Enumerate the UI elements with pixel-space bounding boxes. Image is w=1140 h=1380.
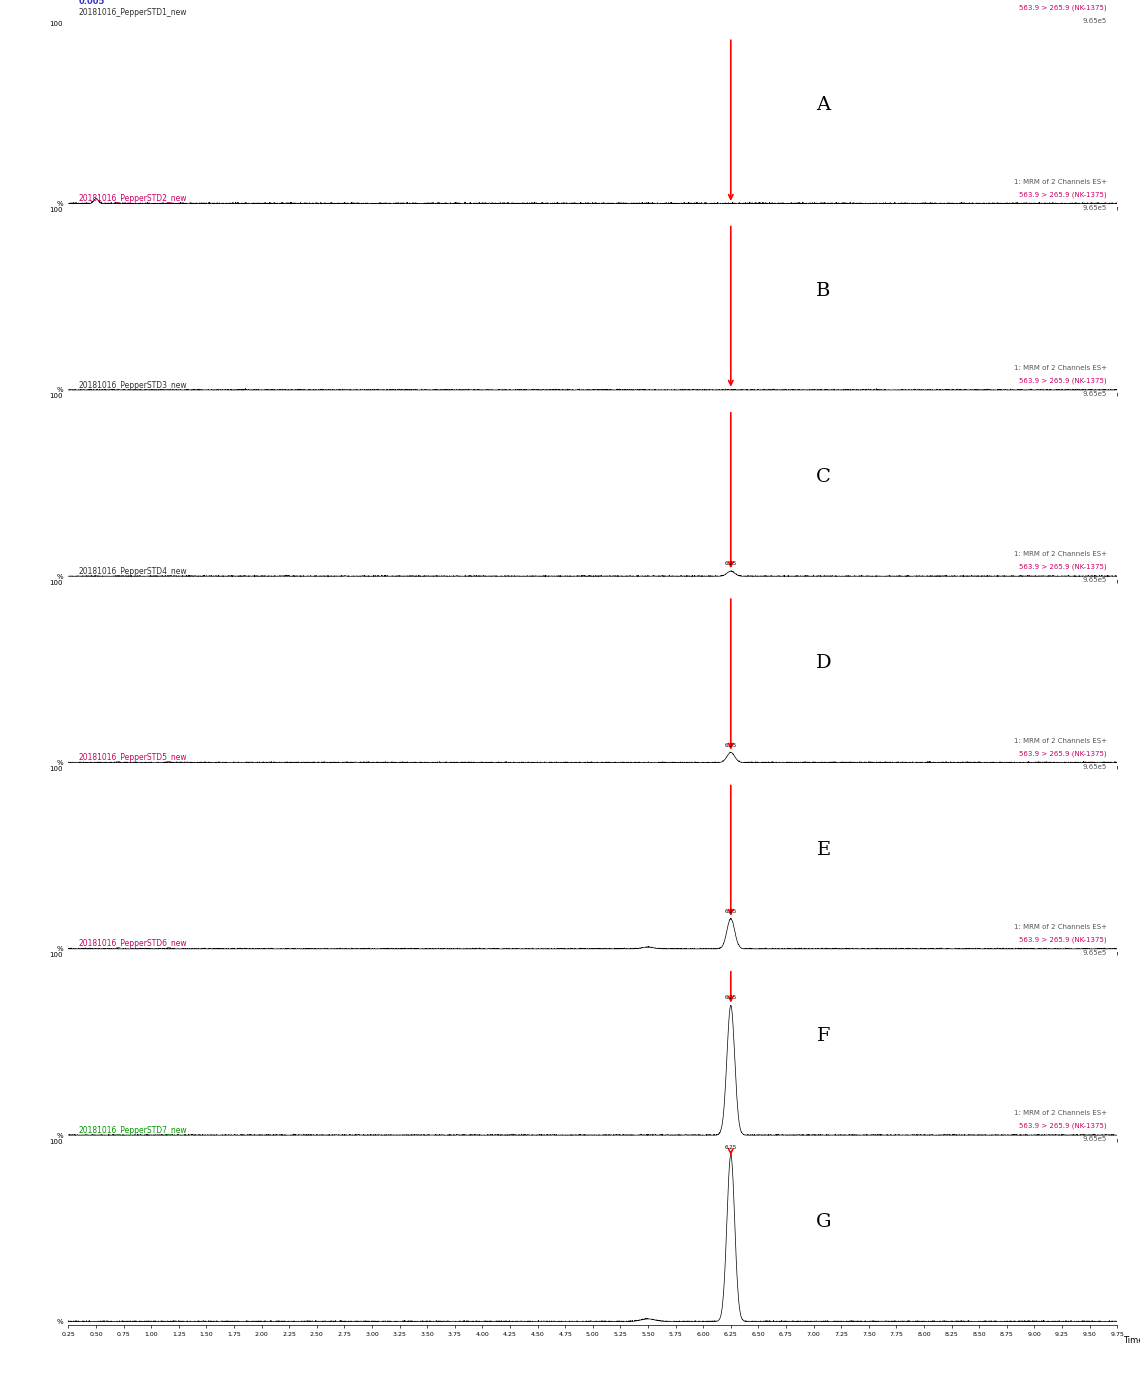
- Text: 6.25: 6.25: [725, 909, 736, 914]
- Text: 9.65e5: 9.65e5: [1083, 577, 1107, 584]
- Text: D: D: [816, 654, 831, 672]
- Text: B: B: [816, 282, 831, 299]
- Text: %: %: [57, 947, 63, 952]
- Text: F: F: [816, 1027, 830, 1045]
- Text: %: %: [57, 760, 63, 766]
- Text: 20181016_PepperSTD5_new: 20181016_PepperSTD5_new: [79, 753, 187, 762]
- Text: 100: 100: [50, 207, 63, 213]
- Text: C: C: [816, 468, 831, 486]
- Text: 563.9 > 265.9 (NK-1375): 563.9 > 265.9 (NK-1375): [1019, 378, 1107, 384]
- Text: %: %: [57, 1319, 63, 1325]
- Text: 20181016_PepperSTD4_new: 20181016_PepperSTD4_new: [79, 567, 187, 575]
- Text: 100: 100: [50, 580, 63, 585]
- Text: 9.65e5: 9.65e5: [1083, 391, 1107, 397]
- Text: %: %: [57, 574, 63, 580]
- Text: 100: 100: [50, 952, 63, 958]
- Text: 563.9 > 265.9 (NK-1375): 563.9 > 265.9 (NK-1375): [1019, 1123, 1107, 1129]
- Text: %: %: [57, 1133, 63, 1138]
- Text: 563.9 > 265.9 (NK-1375): 563.9 > 265.9 (NK-1375): [1019, 564, 1107, 570]
- Text: %: %: [57, 388, 63, 393]
- Text: 1: MRM of 2 Channels ES+: 1: MRM of 2 Channels ES+: [1013, 923, 1107, 930]
- Text: 1: MRM of 2 Channels ES+: 1: MRM of 2 Channels ES+: [1013, 364, 1107, 371]
- Text: 9.65e5: 9.65e5: [1083, 763, 1107, 770]
- Text: 6.25: 6.25: [725, 742, 736, 748]
- Text: 1: MRM of 2 Channels ES+: 1: MRM of 2 Channels ES+: [1013, 1110, 1107, 1116]
- Text: 20181016_PepperSTD1_new: 20181016_PepperSTD1_new: [79, 8, 187, 17]
- Text: A: A: [816, 95, 831, 113]
- Text: 6.25: 6.25: [725, 562, 736, 566]
- Text: 20181016_PepperSTD3_new: 20181016_PepperSTD3_new: [79, 381, 187, 389]
- Text: G: G: [816, 1213, 831, 1231]
- Text: 563.9 > 265.9 (NK-1375): 563.9 > 265.9 (NK-1375): [1019, 192, 1107, 197]
- Text: 100: 100: [50, 1138, 63, 1144]
- Text: 9.65e5: 9.65e5: [1083, 18, 1107, 25]
- Text: 20181016_PepperSTD2_new: 20181016_PepperSTD2_new: [79, 195, 187, 203]
- Text: 563.9 > 265.9 (NK-1375): 563.9 > 265.9 (NK-1375): [1019, 937, 1107, 943]
- Text: %: %: [57, 201, 63, 207]
- Text: Time: Time: [1123, 1336, 1140, 1346]
- Text: 9.65e5: 9.65e5: [1083, 949, 1107, 956]
- Text: 563.9 > 265.9 (NK-1375): 563.9 > 265.9 (NK-1375): [1019, 6, 1107, 11]
- Text: 20181016_PepperSTD6_new: 20181016_PepperSTD6_new: [79, 940, 187, 948]
- Text: 100: 100: [50, 21, 63, 26]
- Text: 0.005: 0.005: [79, 0, 105, 6]
- Text: 1: MRM of 2 Channels ES+: 1: MRM of 2 Channels ES+: [1013, 737, 1107, 744]
- Text: 100: 100: [50, 766, 63, 771]
- Text: 20181016_PepperSTD7_new: 20181016_PepperSTD7_new: [79, 1126, 187, 1134]
- Text: 9.65e5: 9.65e5: [1083, 204, 1107, 211]
- Text: 9.65e5: 9.65e5: [1083, 1136, 1107, 1143]
- Text: 563.9 > 265.9 (NK-1375): 563.9 > 265.9 (NK-1375): [1019, 751, 1107, 756]
- Text: 1: MRM of 2 Channels ES+: 1: MRM of 2 Channels ES+: [1013, 551, 1107, 558]
- Text: 6.25: 6.25: [725, 1145, 736, 1150]
- Text: 1: MRM of 2 Channels ES+: 1: MRM of 2 Channels ES+: [1013, 178, 1107, 185]
- Text: 100: 100: [50, 393, 63, 399]
- Text: 6.25: 6.25: [725, 995, 736, 1000]
- Text: E: E: [816, 840, 831, 858]
